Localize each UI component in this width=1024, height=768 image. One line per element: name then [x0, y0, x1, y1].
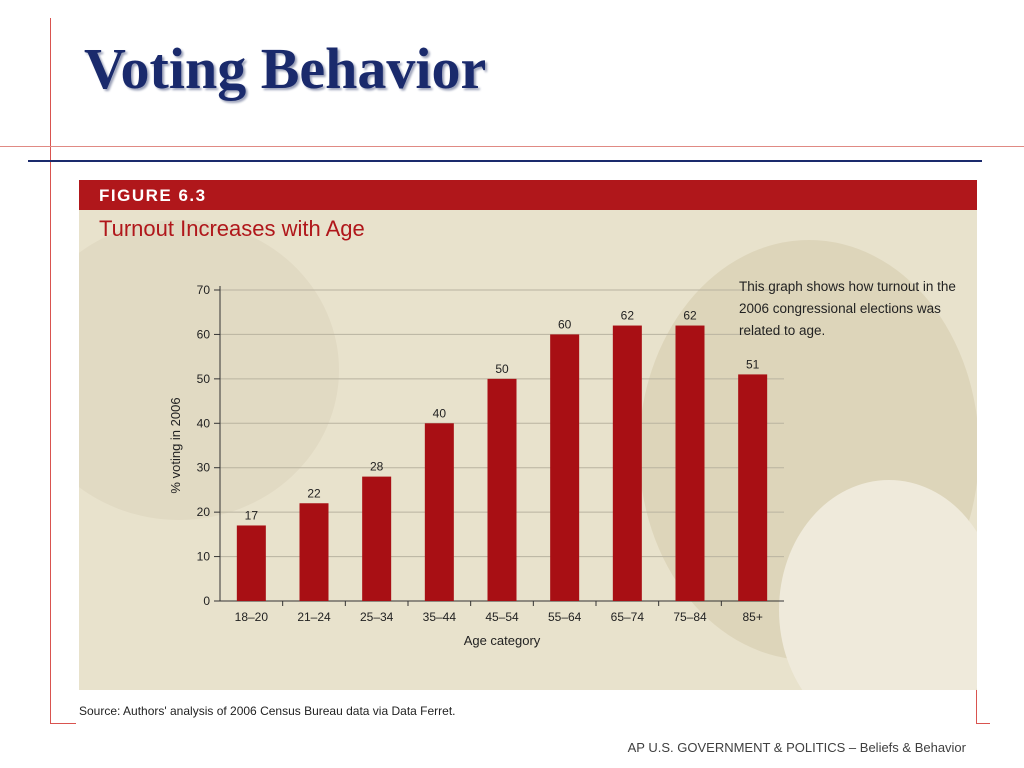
- figure-header-band: FIGURE 6.3: [79, 180, 977, 210]
- y-tick-label: 70: [197, 283, 211, 297]
- data-label: 40: [433, 406, 447, 420]
- figure-caption: This graph shows how turnout in the 2006…: [739, 279, 956, 338]
- data-label: 62: [621, 309, 635, 323]
- y-axis-label: % voting in 2006: [168, 397, 183, 493]
- slide-footer: AP U.S. GOVERNMENT & POLITICS – Beliefs …: [627, 740, 966, 755]
- decorative-right-rule: [976, 690, 977, 724]
- y-tick-label: 10: [197, 550, 211, 564]
- figure-label: FIGURE 6.3: [99, 186, 207, 205]
- bar: [612, 325, 642, 601]
- x-tick-label: 85+: [742, 610, 762, 624]
- data-label: 60: [558, 317, 572, 331]
- background-photo-shape: [79, 220, 339, 520]
- x-tick-label: 75–84: [673, 610, 707, 624]
- x-tick-label: 21–24: [297, 610, 331, 624]
- bar: [299, 503, 329, 601]
- x-tick-label: 35–44: [423, 610, 457, 624]
- data-label: 50: [495, 362, 509, 376]
- figure-source: Source: Authors' analysis of 2006 Census…: [79, 704, 456, 718]
- bar: [738, 374, 768, 601]
- y-tick-label: 40: [197, 416, 211, 430]
- data-label: 22: [307, 486, 321, 500]
- x-axis-label: Age category: [464, 633, 541, 648]
- x-tick-label: 18–20: [235, 610, 269, 624]
- bar: [675, 325, 705, 601]
- y-tick-label: 0: [203, 594, 210, 608]
- x-tick-label: 45–54: [485, 610, 519, 624]
- y-tick-label: 30: [197, 461, 211, 475]
- x-tick-label: 25–34: [360, 610, 394, 624]
- figure-panel: FIGURE 6.3 Turnout Increases with Age 0 1…: [79, 180, 977, 690]
- bar: [424, 423, 454, 601]
- data-label: 17: [245, 508, 259, 522]
- slide-title: Voting Behavior: [84, 36, 487, 101]
- y-tick-label: 50: [197, 372, 211, 386]
- x-tick-label: 65–74: [611, 610, 645, 624]
- bar: [487, 378, 517, 601]
- bar: [236, 525, 266, 601]
- chart-title: Turnout Increases with Age: [99, 216, 365, 241]
- decorative-vertical-rule: [50, 18, 51, 724]
- y-tick-label: 60: [197, 327, 211, 341]
- x-tick-label: 55–64: [548, 610, 582, 624]
- data-label: 28: [370, 460, 384, 474]
- decorative-red-rule: [0, 146, 1024, 147]
- bar: [550, 334, 580, 601]
- decorative-blue-rule: [28, 160, 982, 162]
- bar: [362, 476, 392, 601]
- decorative-bottom-rule-left: [50, 723, 76, 724]
- data-label: 51: [746, 357, 760, 371]
- bar-chart: 0 10 20 30 40 50 60 70 17 18–20 22 21–24 28 25–34 40 35…: [168, 283, 784, 648]
- data-label: 62: [683, 309, 697, 323]
- decorative-bottom-rule-right: [976, 723, 990, 724]
- y-tick-label: 20: [197, 505, 211, 519]
